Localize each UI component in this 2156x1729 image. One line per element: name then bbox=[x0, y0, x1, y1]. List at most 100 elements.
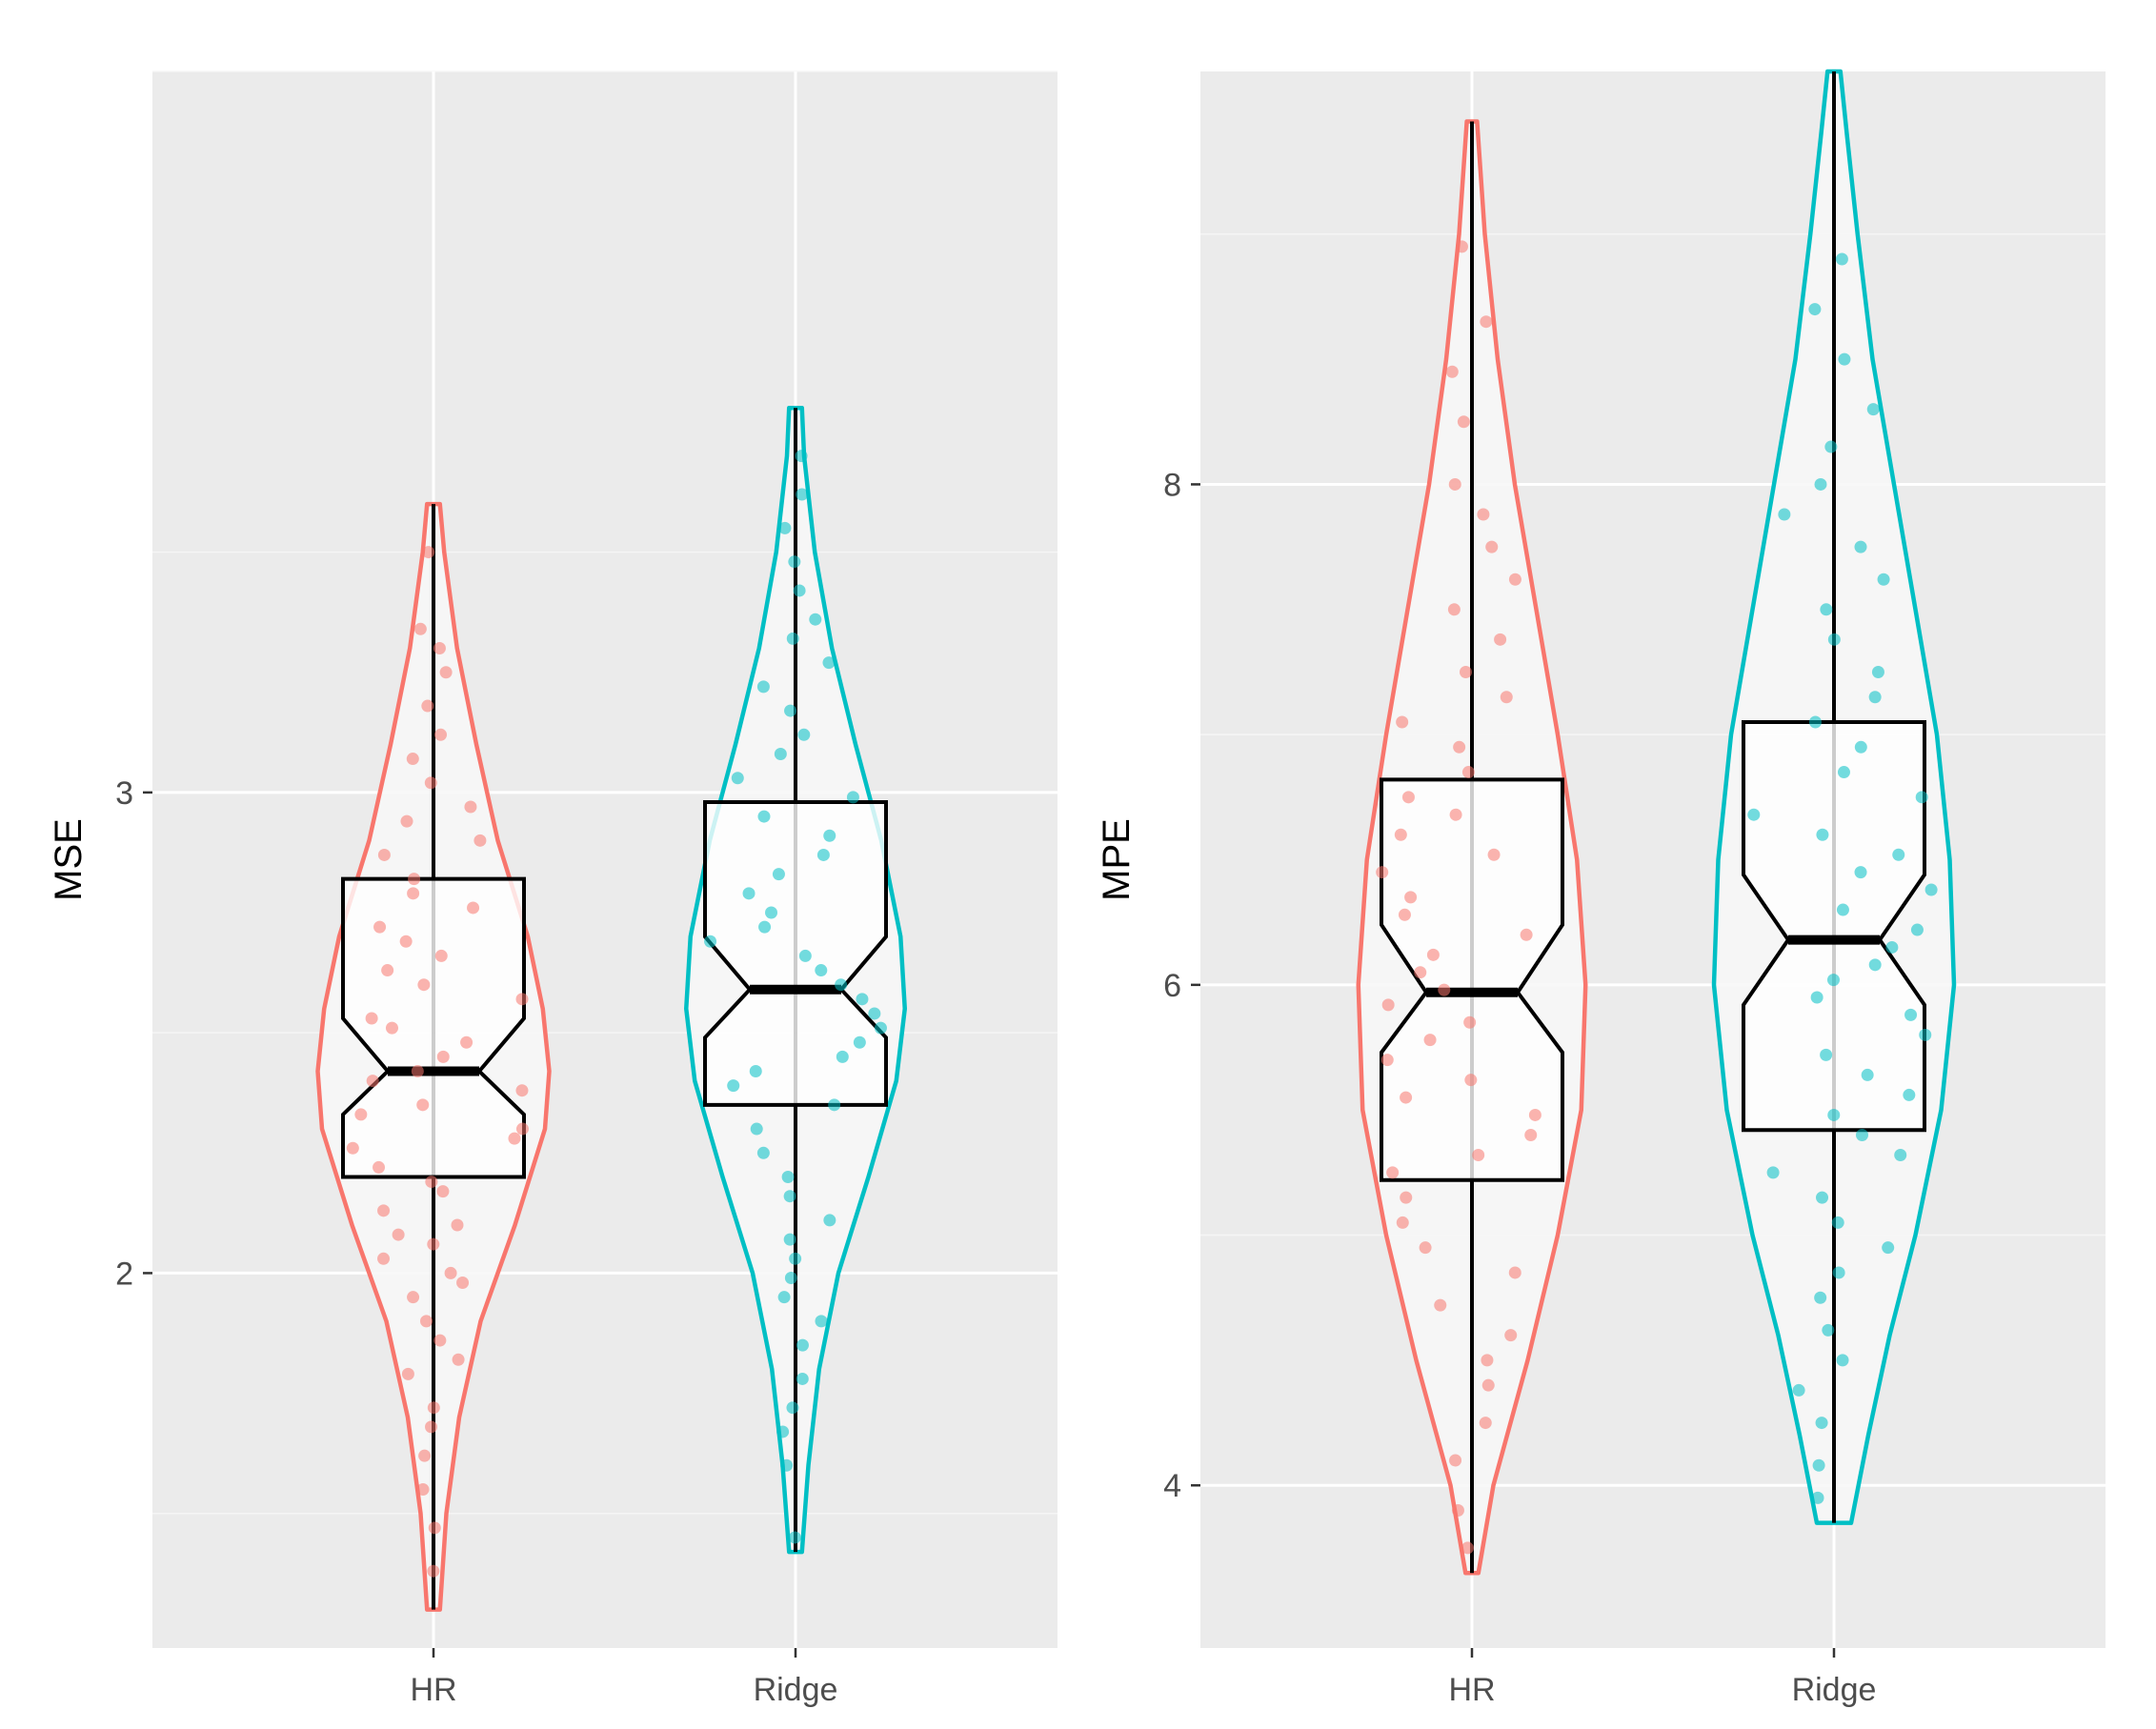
data-point bbox=[1778, 508, 1791, 521]
data-point bbox=[1404, 891, 1418, 904]
data-point bbox=[757, 810, 771, 823]
data-point bbox=[823, 1214, 836, 1227]
data-point bbox=[765, 906, 778, 919]
data-point bbox=[1445, 365, 1459, 378]
data-point bbox=[464, 800, 477, 814]
data-point bbox=[413, 622, 427, 635]
data-point bbox=[1487, 848, 1501, 861]
data-point bbox=[1508, 1266, 1521, 1279]
data-point bbox=[809, 613, 822, 626]
data-point bbox=[401, 1367, 414, 1380]
data-point bbox=[1820, 603, 1833, 616]
notched-box bbox=[703, 799, 888, 1107]
data-point bbox=[508, 1132, 521, 1145]
data-point bbox=[758, 920, 772, 934]
data-point bbox=[1815, 1417, 1828, 1430]
violin-group-ridge bbox=[1711, 69, 1957, 1525]
data-point bbox=[731, 772, 744, 785]
data-point bbox=[1423, 1034, 1437, 1047]
data-point bbox=[742, 887, 756, 900]
data-point bbox=[436, 1050, 450, 1063]
data-point bbox=[1459, 665, 1472, 678]
data-point bbox=[354, 1108, 368, 1121]
data-point bbox=[373, 1160, 386, 1174]
data-point bbox=[1747, 808, 1761, 821]
data-point bbox=[1816, 828, 1829, 841]
data-point bbox=[1481, 1378, 1495, 1392]
data-point bbox=[451, 1218, 464, 1232]
data-point bbox=[1836, 903, 1849, 916]
data-point bbox=[407, 1291, 420, 1304]
data-point bbox=[796, 1372, 809, 1385]
data-point bbox=[1766, 1166, 1780, 1179]
data-point bbox=[1449, 1454, 1462, 1467]
data-point bbox=[1381, 998, 1395, 1012]
data-point bbox=[874, 1021, 887, 1035]
notched-box bbox=[1742, 720, 1926, 1133]
data-point bbox=[1868, 691, 1882, 704]
data-point bbox=[1447, 603, 1461, 616]
data-point bbox=[783, 1190, 796, 1203]
data-point bbox=[428, 1521, 441, 1535]
y-tick-label: 4 bbox=[1163, 1468, 1181, 1504]
data-point bbox=[422, 546, 435, 559]
data-point bbox=[1419, 1241, 1432, 1255]
data-point bbox=[784, 1271, 797, 1284]
data-point bbox=[427, 1564, 440, 1578]
data-point bbox=[1500, 691, 1513, 704]
data-point bbox=[1827, 1108, 1841, 1121]
data-point bbox=[433, 1334, 447, 1347]
data-point bbox=[434, 949, 448, 962]
data-point bbox=[1414, 966, 1427, 979]
data-point bbox=[1508, 573, 1521, 586]
data-point bbox=[776, 1425, 790, 1438]
data-point bbox=[786, 1401, 799, 1415]
data-point bbox=[1831, 1216, 1844, 1229]
data-point bbox=[1814, 1291, 1827, 1304]
data-point bbox=[796, 1338, 809, 1352]
data-point bbox=[795, 450, 808, 463]
data-point bbox=[1827, 633, 1841, 646]
data-point bbox=[467, 901, 480, 915]
data-point bbox=[1394, 828, 1407, 841]
data-point bbox=[407, 887, 420, 900]
data-point bbox=[1855, 1128, 1868, 1141]
plot-background bbox=[1200, 71, 2106, 1648]
data-point bbox=[416, 1482, 430, 1496]
data-point bbox=[1837, 766, 1850, 779]
data-point bbox=[780, 1458, 794, 1472]
data-point bbox=[835, 978, 848, 992]
data-point bbox=[1811, 1491, 1824, 1504]
data-point bbox=[444, 1266, 457, 1279]
data-point bbox=[1396, 1216, 1409, 1229]
data-point bbox=[366, 1075, 379, 1088]
data-point bbox=[1426, 948, 1440, 961]
data-point bbox=[1904, 1008, 1918, 1021]
mse-panel: 2 3 MSE HR Ridge bbox=[48, 70, 1058, 1708]
notched-box bbox=[1380, 777, 1564, 1182]
data-point bbox=[853, 1035, 866, 1049]
data-point bbox=[704, 935, 717, 948]
data-point bbox=[1401, 791, 1415, 804]
data-point bbox=[756, 1146, 770, 1159]
data-point bbox=[1854, 740, 1867, 754]
data-point bbox=[1455, 240, 1468, 253]
data-point bbox=[1822, 1323, 1835, 1337]
data-point bbox=[1854, 866, 1867, 879]
data-point bbox=[1494, 633, 1507, 646]
data-point bbox=[425, 1420, 438, 1434]
violin-group-hr bbox=[315, 501, 552, 1612]
violin-group-hr bbox=[1356, 119, 1588, 1576]
x-tick-label: Ridge bbox=[754, 1672, 838, 1708]
y-tick-label: 8 bbox=[1163, 467, 1181, 503]
data-point bbox=[1861, 1068, 1874, 1081]
data-point bbox=[1816, 1191, 1829, 1204]
data-point bbox=[427, 1237, 440, 1251]
y-axis-title: MPE bbox=[1096, 818, 1138, 901]
data-point bbox=[1504, 1329, 1518, 1342]
data-point bbox=[1396, 715, 1409, 729]
data-point bbox=[781, 1171, 795, 1184]
data-point bbox=[774, 747, 787, 760]
data-point bbox=[1479, 1417, 1492, 1430]
